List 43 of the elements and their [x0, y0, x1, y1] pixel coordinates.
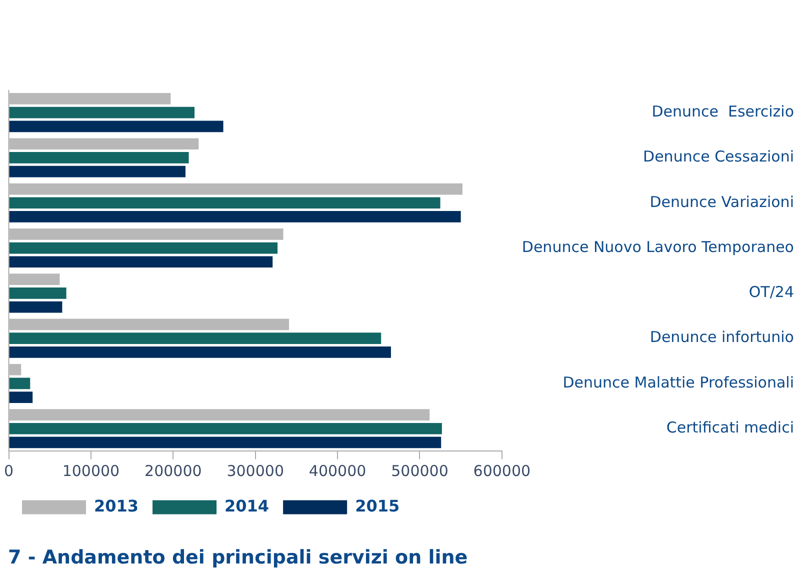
bar [9, 93, 171, 104]
bar [9, 138, 199, 150]
legend-label: 2014 [224, 496, 270, 516]
x-tick-label: 300000 [226, 462, 284, 480]
bar [9, 106, 195, 118]
bar [9, 422, 442, 434]
y-tick-label: Denunce infortunio [650, 328, 794, 346]
bar [9, 197, 440, 209]
bar [9, 409, 430, 420]
x-tick-label: 400000 [308, 462, 366, 480]
bar [9, 256, 273, 268]
y-tick-label: Denunce Cessazioni [643, 148, 794, 166]
bar [9, 392, 33, 403]
y-tick-label: Denunce Esercizio [652, 102, 794, 120]
bar [9, 332, 382, 344]
x-tick-label: 500000 [391, 462, 448, 480]
y-tick-label: OT/24 [748, 283, 794, 302]
bar [9, 318, 290, 330]
x-tick-label: 0 [4, 462, 14, 480]
bar [9, 346, 391, 358]
bar [9, 211, 461, 222]
bar [9, 166, 186, 178]
bar [9, 288, 66, 299]
bar [9, 152, 189, 164]
x-tick-label: 100000 [62, 462, 120, 480]
bar [9, 183, 462, 195]
bar [9, 436, 442, 448]
bar [9, 120, 224, 132]
bar [9, 242, 278, 254]
x-tick-label: 600000 [473, 462, 531, 480]
y-tick-label: Denunce Nuovo Lavoro Temporaneo [522, 238, 794, 256]
y-tick-label: Denunce Variazioni [650, 192, 794, 211]
y-tick-label: Certificati medici [666, 418, 794, 437]
legend-label: 2013 [94, 496, 139, 516]
y-tick-label: Denunce Malattie Professionali [562, 373, 794, 392]
bar [9, 274, 60, 286]
bar [9, 378, 30, 390]
text: 7 - Andamento dei principali servizi on line [8, 546, 468, 569]
legend-label: 2015 [355, 496, 400, 516]
x-tick-label: 200000 [144, 462, 202, 480]
bar [9, 364, 22, 376]
bar [9, 301, 62, 313]
bar [9, 228, 284, 240]
